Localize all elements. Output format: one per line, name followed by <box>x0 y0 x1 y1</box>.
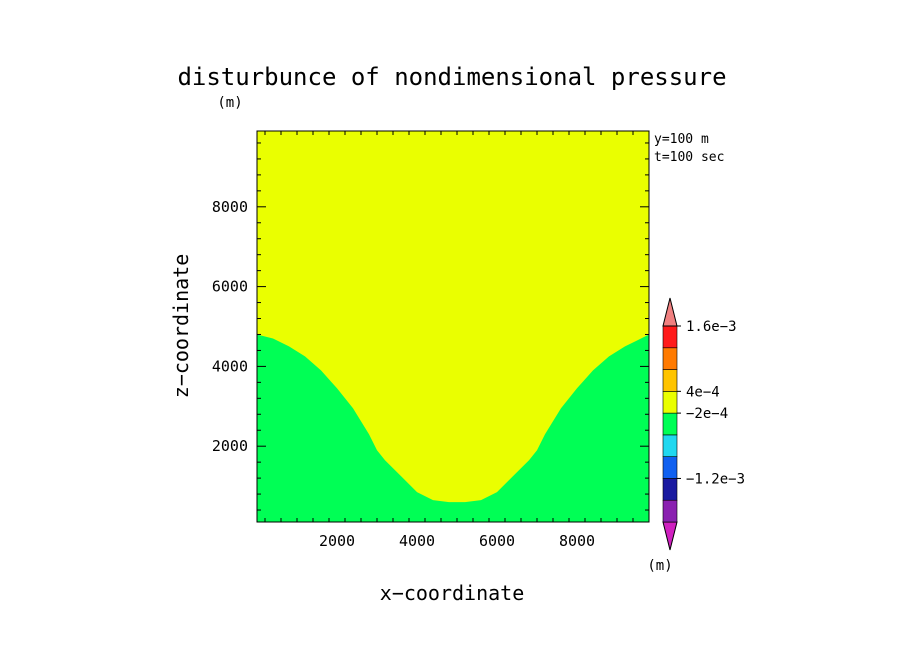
chart-title: disturbunce of nondimensional pressure <box>177 63 726 91</box>
y-tick-label: 6000 <box>212 278 248 296</box>
colorbar: 1.6e−3 4e−4 −2e−4 −1.2e−3 <box>662 297 745 551</box>
x-tick-label: 2000 <box>319 532 355 550</box>
x-ticks: 2000 4000 6000 8000 <box>264 131 634 550</box>
colorbar-label: 1.6e−3 <box>686 319 737 335</box>
colorbar-high-arrow <box>662 297 678 327</box>
y-tick-label: 2000 <box>212 437 248 455</box>
annotation-t: t=100 sec <box>654 150 724 165</box>
colorbar-segment <box>662 456 678 479</box>
colorbar-segment <box>662 412 678 436</box>
colorbar-low-arrow <box>662 521 678 551</box>
y-ticks: 2000 4000 6000 8000 <box>212 142 649 511</box>
colorbar-segment <box>662 347 678 370</box>
x-axis-label: x−coordinate <box>380 581 525 605</box>
y-tick-label: 4000 <box>212 357 248 375</box>
colorbar-segment <box>662 369 678 392</box>
colorbar-segment <box>662 434 678 457</box>
annotation-y: y=100 m <box>654 132 709 147</box>
plot-frame <box>256 130 650 523</box>
lower-region <box>257 334 649 522</box>
x-tick-label: 8000 <box>559 532 595 550</box>
colorbar-label: 4e−4 <box>686 384 720 400</box>
y-axis-label: z−coordinate <box>169 254 193 399</box>
x-tick-label: 6000 <box>479 532 515 550</box>
title-unit: (m) <box>217 95 242 111</box>
colorbar-segment <box>662 325 678 349</box>
y-tick-label: 8000 <box>212 198 248 216</box>
colorbar-label: −1.2e−3 <box>686 471 745 487</box>
colorbar-segment <box>662 478 678 501</box>
colorbar-segment <box>662 499 678 523</box>
plot-area: 2000 4000 6000 8000 2000 4000 6000 8000 <box>212 130 650 550</box>
colorbar-unit: (m) <box>647 558 672 574</box>
colorbar-segment <box>662 391 678 414</box>
colorbar-label: −2e−4 <box>686 406 728 422</box>
x-tick-label: 4000 <box>399 532 435 550</box>
